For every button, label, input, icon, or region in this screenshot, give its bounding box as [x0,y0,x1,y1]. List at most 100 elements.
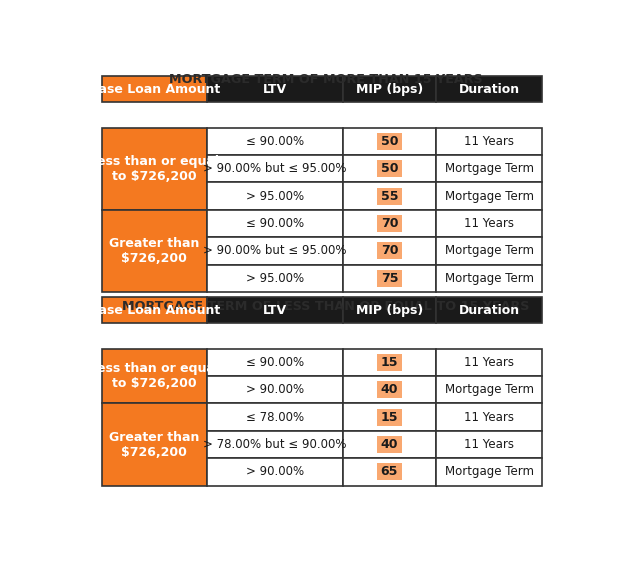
Bar [207,458,343,486]
Text: ≤ 90.00%: ≤ 90.00% [246,217,304,230]
Bar [207,155,343,183]
Bar [436,431,542,458]
Bar [102,297,207,323]
Bar [436,348,542,376]
Bar [343,183,436,210]
Text: 40: 40 [380,438,398,451]
Text: LTV: LTV [263,304,287,317]
Text: 50: 50 [380,162,398,175]
Bar [207,127,343,155]
Bar [436,376,542,404]
Bar [377,270,402,287]
Bar [207,348,343,376]
Bar [343,265,436,292]
Bar [343,127,436,155]
Bar [436,76,542,102]
Bar [343,404,436,431]
Text: Mortgage Term: Mortgage Term [444,245,533,258]
Text: MIP (bps): MIP (bps) [356,304,423,317]
Text: Less than or equal
to $726,200: Less than or equal to $726,200 [90,155,220,183]
Bar [377,381,402,398]
Text: > 90.00% but ≤ 95.00%: > 90.00% but ≤ 95.00% [203,245,347,258]
Text: Duration: Duration [458,304,519,317]
Bar [102,127,207,210]
Text: > 78.00% but ≤ 90.00%: > 78.00% but ≤ 90.00% [203,438,347,451]
Text: 70: 70 [380,217,398,230]
Bar [343,210,436,237]
Bar [436,237,542,265]
Text: ≤ 78.00%: ≤ 78.00% [246,410,304,424]
Text: 15: 15 [380,410,398,424]
Bar [436,183,542,210]
Bar [343,237,436,265]
Text: 55: 55 [380,189,398,203]
Bar [207,237,343,265]
Bar [377,242,402,259]
Bar [377,354,402,371]
Bar [377,133,402,150]
Bar [102,76,207,102]
Text: 11 Years: 11 Years [464,438,514,451]
Bar [343,376,436,404]
Text: Base Loan Amount: Base Loan Amount [89,83,220,96]
Text: Mortgage Term: Mortgage Term [444,189,533,203]
Text: 40: 40 [380,383,398,396]
Bar [207,404,343,431]
Bar [377,436,402,453]
Bar [102,348,207,404]
Bar [436,265,542,292]
Text: > 95.00%: > 95.00% [246,272,304,285]
Bar [377,215,402,232]
Text: Duration: Duration [458,83,519,96]
Bar [377,160,402,177]
Bar [343,297,436,323]
Text: Mortgage Term: Mortgage Term [444,466,533,479]
Bar [436,155,542,183]
Bar [436,458,542,486]
Bar [436,210,542,237]
Bar [377,463,402,480]
Text: Mortgage Term: Mortgage Term [444,383,533,396]
Text: Greater than
$726,200: Greater than $726,200 [109,430,199,459]
Bar [207,376,343,404]
Text: Less than or equal
to $726,200: Less than or equal to $726,200 [90,362,220,390]
Text: 65: 65 [381,466,398,479]
Text: 70: 70 [380,245,398,258]
Text: 11 Years: 11 Years [464,356,514,369]
Text: ≤ 90.00%: ≤ 90.00% [246,356,304,369]
Bar [436,297,542,323]
Text: 15: 15 [380,356,398,369]
Bar [207,431,343,458]
Text: > 90.00%: > 90.00% [246,383,304,396]
Bar [377,409,402,426]
Bar [207,183,343,210]
Bar [102,210,207,292]
Text: MORTGAGE TERM OF MORE THAN 15 YEARS: MORTGAGE TERM OF MORE THAN 15 YEARS [169,73,482,87]
Text: > 95.00%: > 95.00% [246,189,304,203]
Bar [102,404,207,486]
Text: 50: 50 [380,135,398,148]
Text: LTV: LTV [263,83,287,96]
Text: Greater than
$726,200: Greater than $726,200 [109,237,199,265]
Text: Mortgage Term: Mortgage Term [444,272,533,285]
Bar [343,431,436,458]
Text: > 90.00%: > 90.00% [246,466,304,479]
Bar [207,265,343,292]
Bar [207,76,343,102]
Bar [343,155,436,183]
Bar [207,297,343,323]
Bar [343,348,436,376]
Text: > 90.00% but ≤ 95.00%: > 90.00% but ≤ 95.00% [203,162,347,175]
Text: ≤ 90.00%: ≤ 90.00% [246,135,304,148]
Text: MORTGAGE TERM OF LESS THAN OR EQUAL TO 15 YEARS: MORTGAGE TERM OF LESS THAN OR EQUAL TO 1… [122,300,529,313]
Text: 11 Years: 11 Years [464,410,514,424]
Text: 75: 75 [380,272,398,285]
Text: Base Loan Amount: Base Loan Amount [89,304,220,317]
Bar [436,404,542,431]
Text: MIP (bps): MIP (bps) [356,83,423,96]
Bar [207,210,343,237]
Bar [343,76,436,102]
Text: Mortgage Term: Mortgage Term [444,162,533,175]
Bar [436,127,542,155]
Bar [343,458,436,486]
